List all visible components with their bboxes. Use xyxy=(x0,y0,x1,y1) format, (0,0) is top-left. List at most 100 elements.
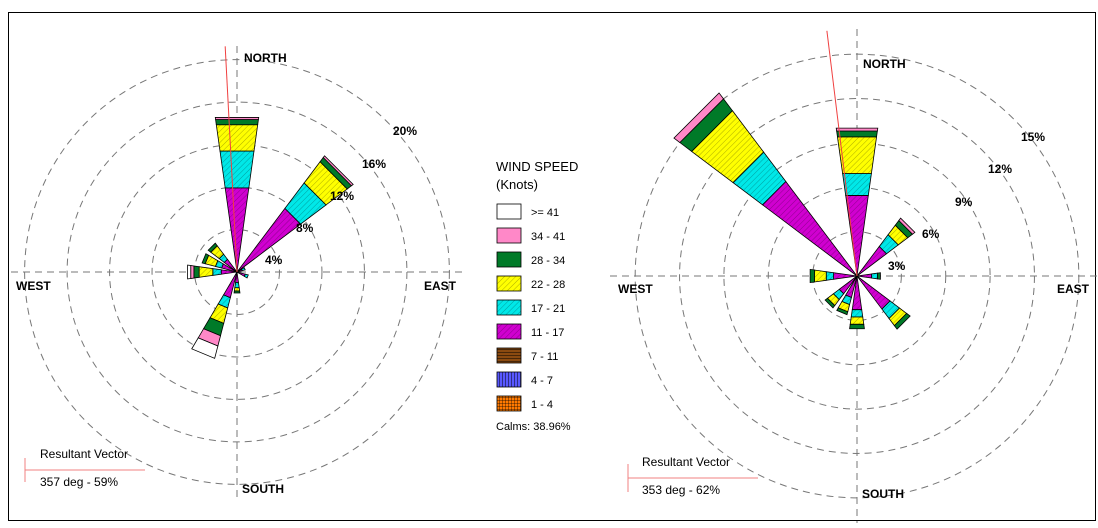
segment-22-28-hatch xyxy=(691,110,764,183)
legend-swatch-hatch xyxy=(497,300,521,315)
petal-180deg xyxy=(233,271,241,294)
segment-22-28-hatch xyxy=(837,136,877,174)
legend-item-11-17: 11 - 17 xyxy=(496,323,564,340)
segment-34-41 xyxy=(214,117,260,120)
segment-22-28-hatch xyxy=(210,245,224,259)
petal-225deg xyxy=(824,275,858,309)
segment-11-17-hatch xyxy=(839,276,857,294)
east-label: EAST xyxy=(1057,282,1090,296)
legend-swatch xyxy=(496,227,522,244)
segment-17-21-hatch xyxy=(879,234,899,254)
segment-17-21-hatch xyxy=(212,268,222,276)
legend-item-28-34: 28 - 34 xyxy=(496,251,565,268)
east-label: EAST xyxy=(424,279,457,293)
segment-17-21-hatch xyxy=(284,182,327,225)
segment-28-34 xyxy=(809,268,815,284)
segment-17-21-hatch xyxy=(244,274,249,278)
segment-11-17-hatch xyxy=(237,269,243,272)
legend-swatch-hatch xyxy=(497,372,521,387)
segment-17-21-hatch xyxy=(732,151,786,205)
segment-11-17-hatch xyxy=(845,195,869,276)
petal-270deg xyxy=(809,268,858,284)
petal-90deg xyxy=(856,272,881,280)
north-label: NORTH xyxy=(863,57,906,71)
segment-22-28-hatch xyxy=(205,255,218,267)
ring-label-5: 15% xyxy=(1021,130,1045,144)
segment-11-17-hatch xyxy=(833,272,857,280)
legend-label: 17 - 21 xyxy=(531,303,565,315)
segment-22-28-hatch xyxy=(216,124,258,152)
segment-34-41 xyxy=(190,265,195,279)
segment-28-34 xyxy=(877,272,881,280)
petal-45deg xyxy=(856,217,916,277)
segment-22-28-hatch xyxy=(234,287,240,291)
resultant-vector-line xyxy=(224,46,238,273)
segment-28-34 xyxy=(893,312,911,330)
segment-22-28-hatch xyxy=(888,225,908,245)
ring-label-3: 9% xyxy=(955,195,973,209)
segment-11-17-hatch xyxy=(223,272,237,298)
west-label: WEST xyxy=(16,279,51,293)
legend-item-7-11: 7 - 11 xyxy=(496,347,558,364)
ring-label-4: 12% xyxy=(988,162,1012,176)
segment-11-17-hatch xyxy=(857,276,891,310)
segment-28-34 xyxy=(849,323,865,330)
segment-34-41 xyxy=(322,155,354,187)
legend-swatch-hatch xyxy=(497,348,521,363)
segment-17-21-hatch xyxy=(826,271,834,281)
segment-11-17-hatch xyxy=(857,273,872,279)
segment-34-41 xyxy=(898,217,916,235)
petal-202_5deg xyxy=(836,275,858,316)
legend-swatch-hatch xyxy=(497,324,521,339)
petal-270deg xyxy=(187,264,238,280)
segment-11-17-hatch xyxy=(237,272,246,277)
south-label: SOUTH xyxy=(862,487,904,501)
segment-17-21-hatch xyxy=(842,173,872,196)
petal-292_5deg xyxy=(201,253,238,273)
resultant-vector-legend: Resultant Vector 357 deg - 59% xyxy=(24,447,145,489)
legend-calms: Calms: 38.96% xyxy=(496,421,571,433)
segment-11-17-hatch xyxy=(852,276,862,310)
legend-label: 1 - 4 xyxy=(531,399,553,411)
segment-17-21-hatch xyxy=(881,300,900,319)
ring-label-1: 4% xyxy=(265,253,283,267)
legend-swatch-hatch xyxy=(497,396,521,411)
legend-item-22-28: 22 - 28 xyxy=(496,275,565,292)
wind-speed-legend: WIND SPEED (Knots) >= 41 34 - 41 28 - 34 22… xyxy=(496,159,578,433)
south-label: SOUTH xyxy=(242,482,284,496)
legend-label: 28 - 34 xyxy=(531,255,565,267)
legend-item-1-4: 1 - 4 xyxy=(496,395,553,412)
petal-67_5deg xyxy=(236,267,246,273)
segment-28-34 xyxy=(824,297,836,309)
legend-label: 34 - 41 xyxy=(531,231,565,243)
ring-label-2: 8% xyxy=(296,221,314,235)
petal-202_5deg xyxy=(191,271,238,359)
segment-22-28-hatch xyxy=(199,266,213,278)
west-label: WEST xyxy=(618,282,653,296)
segment-17-21-hatch xyxy=(219,254,228,263)
segment-17-21-hatch xyxy=(833,289,844,300)
resultant-vector-legend: Resultant Vector 353 deg - 62% xyxy=(627,455,758,497)
segment-17-21-hatch xyxy=(220,151,254,188)
legend-swatch-hatch xyxy=(497,276,521,291)
ring-label-2: 6% xyxy=(922,227,940,241)
segment-22-28-hatch xyxy=(838,301,850,312)
segment-ge-41 xyxy=(187,264,192,280)
wind-rose-left: NORTH EAST SOUTH WEST 4% 8% 12% 16% 20% … xyxy=(11,46,463,498)
legend-label: >= 41 xyxy=(531,207,559,219)
legend-item-ge-41: >= 41 xyxy=(496,203,559,220)
legend-label: 7 - 11 xyxy=(531,351,558,363)
legend-title: WIND SPEED xyxy=(496,159,578,174)
segment-22-28-hatch xyxy=(827,293,840,306)
segment-28-34 xyxy=(233,290,241,294)
segment-22-28-hatch xyxy=(210,304,228,324)
petal-0deg xyxy=(214,117,260,273)
segment-28-34 xyxy=(201,253,210,265)
segment-11-17-hatch xyxy=(762,181,857,276)
ring-label-5: 20% xyxy=(393,124,417,138)
segment-22-28-hatch xyxy=(850,317,864,325)
segment-11-17-hatch xyxy=(225,187,249,272)
ring-label-3: 12% xyxy=(330,189,354,203)
legend-label: 4 - 7 xyxy=(531,375,553,387)
legend-label: 22 - 28 xyxy=(531,279,565,291)
